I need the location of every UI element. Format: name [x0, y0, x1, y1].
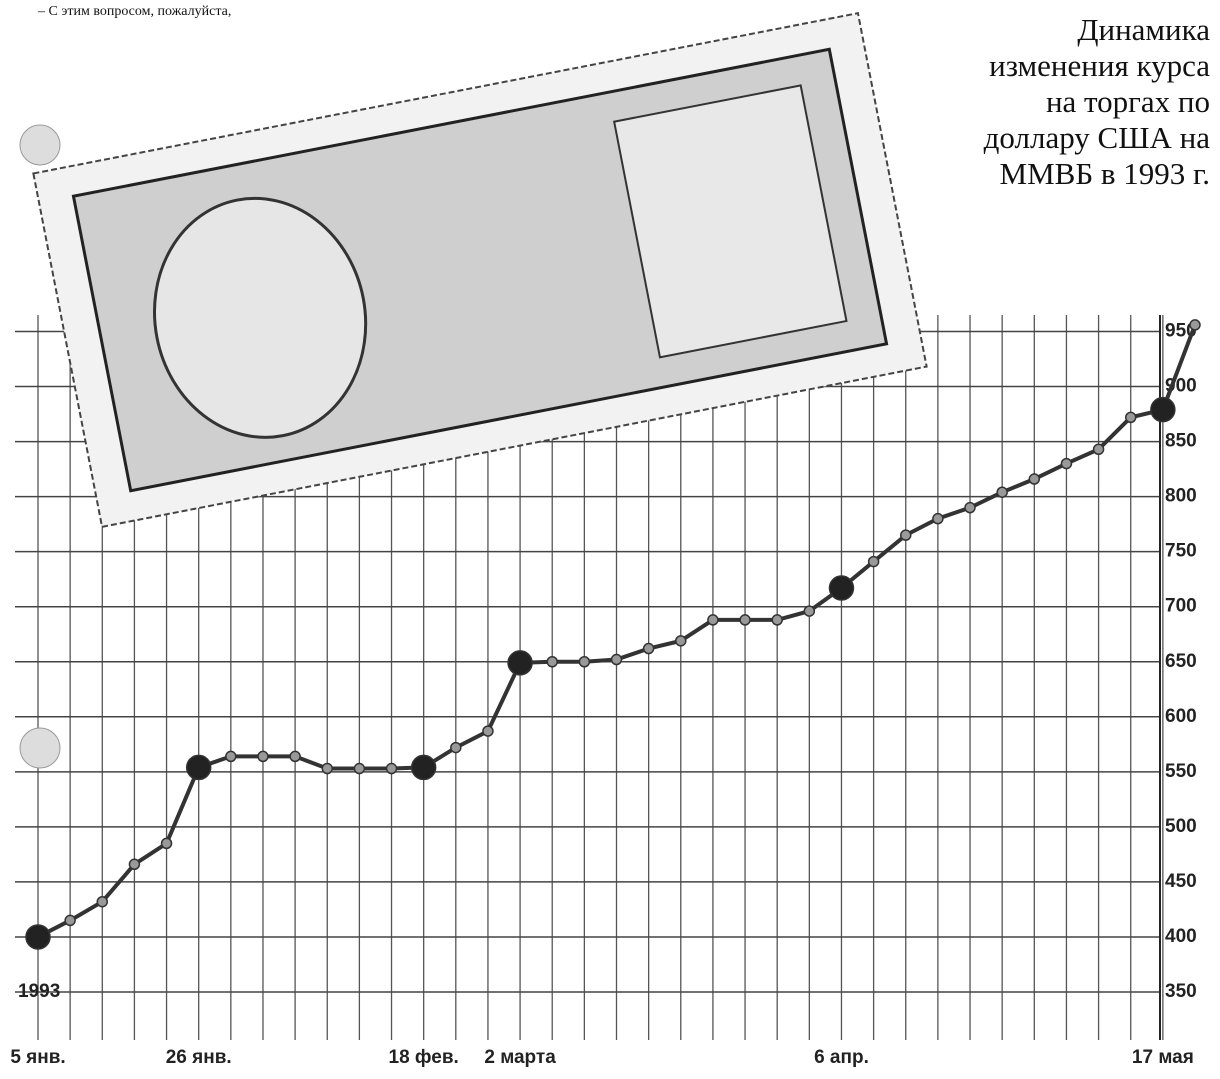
point [771, 614, 783, 626]
y-tick-label: 650 [1165, 651, 1197, 672]
point [1092, 443, 1105, 456]
x-tick-label: 17 мая [1132, 1047, 1194, 1068]
pin [19, 727, 61, 769]
point [128, 858, 141, 871]
point [64, 914, 76, 927]
point [964, 501, 976, 514]
annotation: 1993 [18, 981, 60, 1002]
point [803, 605, 816, 617]
point [1124, 411, 1137, 424]
key-point [828, 575, 855, 601]
banknote-medallion [153, 196, 368, 439]
y-tick-label: 500 [1165, 816, 1197, 837]
x-tick-label: 18 фев. [389, 1047, 459, 1068]
pin [19, 124, 61, 166]
y-tick-label: 700 [1165, 596, 1197, 617]
y-tick-label: 350 [1165, 981, 1197, 1002]
point [675, 635, 687, 647]
y-tick-label: 800 [1165, 486, 1197, 507]
point [385, 762, 398, 775]
key-point [185, 754, 212, 781]
key-point [1150, 396, 1176, 423]
chart-title: Динамика изменения курса на торгах по до… [983, 12, 1210, 191]
y-tick-label: 750 [1165, 541, 1197, 562]
point [739, 614, 751, 626]
point [96, 895, 109, 908]
point [450, 741, 462, 754]
x-tick-label: 2 марта [484, 1047, 556, 1068]
x-tick-label: 5 янв. [10, 1047, 65, 1068]
point [482, 725, 494, 737]
point [160, 837, 173, 850]
x-tick-label: 26 янв. [166, 1047, 232, 1068]
point [321, 762, 333, 775]
banknote [32, 11, 928, 529]
point [257, 750, 269, 763]
banknote-panel [612, 84, 848, 359]
point [610, 653, 623, 666]
point [353, 762, 366, 775]
y-tick-label: 550 [1165, 761, 1197, 782]
y-tick-label: 850 [1165, 431, 1197, 452]
y-tick-label: 400 [1165, 926, 1197, 947]
point [1060, 457, 1073, 470]
x-tick-label: 6 апр. [814, 1047, 869, 1068]
key-point [507, 650, 533, 676]
point [932, 512, 944, 525]
point [1189, 319, 1201, 331]
key-point [410, 754, 437, 781]
point [900, 529, 912, 541]
point [289, 750, 301, 763]
y-tick-label: 600 [1165, 706, 1197, 727]
y-tick-label: 450 [1165, 871, 1197, 892]
point [225, 750, 237, 763]
point [1028, 473, 1041, 485]
header-text: – С этим вопросом, пожалуйста, [38, 4, 232, 19]
point [867, 555, 880, 568]
point [707, 614, 719, 626]
point [546, 655, 558, 668]
key-point [25, 924, 51, 950]
point [996, 486, 1008, 498]
point [578, 655, 591, 668]
point [642, 642, 655, 655]
